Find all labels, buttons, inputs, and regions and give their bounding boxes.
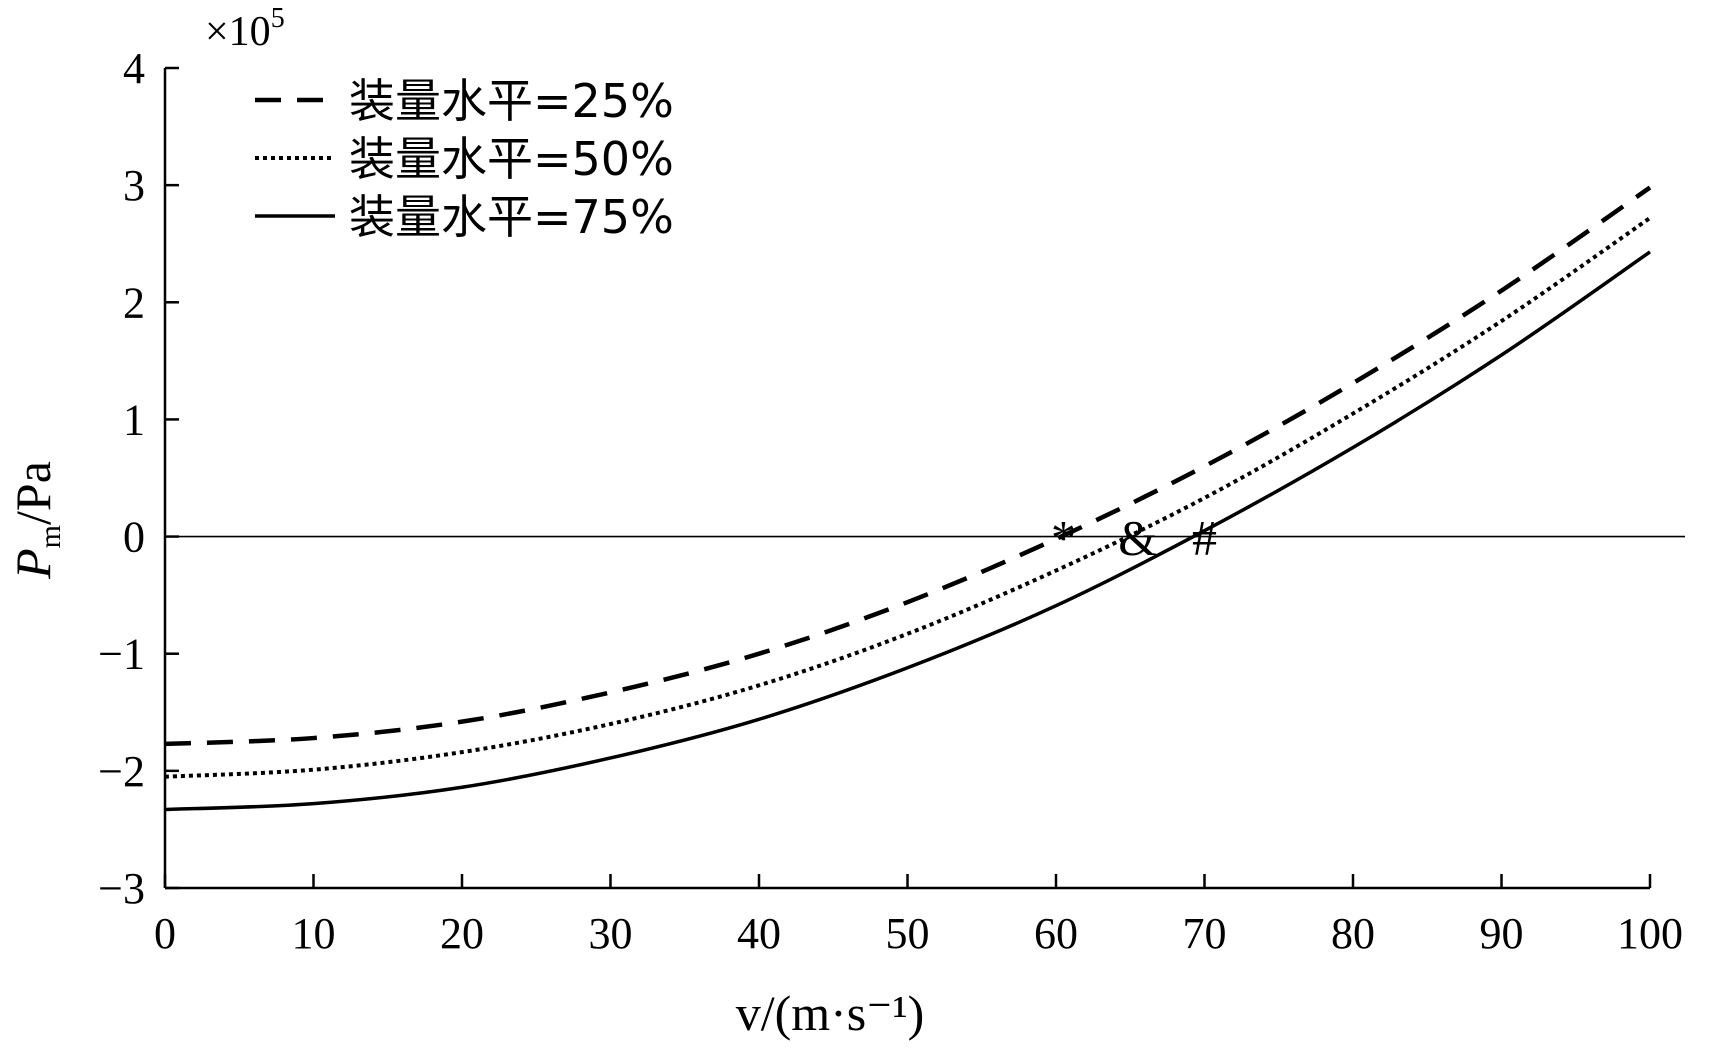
annotation-marker-3: # — [1192, 510, 1217, 566]
y-tick-label: 3 — [123, 161, 145, 210]
svg-text:Pm/Pa: Pm/Pa — [5, 461, 67, 580]
y-tick-label: 0 — [123, 513, 145, 562]
x-tick-label: 30 — [589, 909, 633, 958]
y-tick-label: 2 — [123, 278, 145, 327]
x-tick-label: 60 — [1034, 909, 1078, 958]
y-tick-label: −2 — [98, 747, 145, 796]
x-tick-label: 10 — [292, 909, 336, 958]
series-line-2 — [164, 216, 1652, 779]
x-axis-label: v/(m·s⁻¹) — [736, 985, 925, 1041]
x-tick-label: 80 — [1331, 909, 1375, 958]
y-axis-label-sub: m — [34, 525, 67, 548]
y-tick-label: 4 — [123, 44, 145, 93]
legend-label-2: 装量水平=50% — [349, 132, 674, 186]
x-tick-label: 20 — [440, 909, 484, 958]
legend-label-1: 装量水平=25% — [349, 74, 674, 128]
y-axis-label-rest: /Pa — [5, 461, 61, 525]
annotation-marker-2: & — [1118, 510, 1157, 566]
series-line-1 — [164, 185, 1652, 747]
series-group — [164, 185, 1652, 812]
y-multiplier-label: ×105 — [205, 3, 285, 55]
y-tick-label: −3 — [98, 864, 145, 913]
y-axis-label-main: P — [5, 548, 61, 580]
x-tick-label: 70 — [1183, 909, 1227, 958]
x-tick-label: 40 — [737, 909, 781, 958]
annotation-group: * & # — [1051, 510, 1217, 566]
series-line-3 — [164, 250, 1651, 812]
x-tick-label: 100 — [1617, 909, 1683, 958]
x-tick-label: 0 — [154, 909, 176, 958]
legend-label-3: 装量水平=75% — [349, 190, 674, 244]
y-tick-label: −1 — [98, 630, 145, 679]
y-tick-label: 1 — [123, 395, 145, 444]
x-tick-label: 90 — [1480, 909, 1524, 958]
x-tick-label: 50 — [886, 909, 930, 958]
annotation-marker-1: * — [1051, 510, 1076, 566]
legend: 装量水平=25%装量水平=50%装量水平=75% — [255, 74, 674, 244]
y-axis-label: Pm/Pa — [5, 461, 67, 580]
